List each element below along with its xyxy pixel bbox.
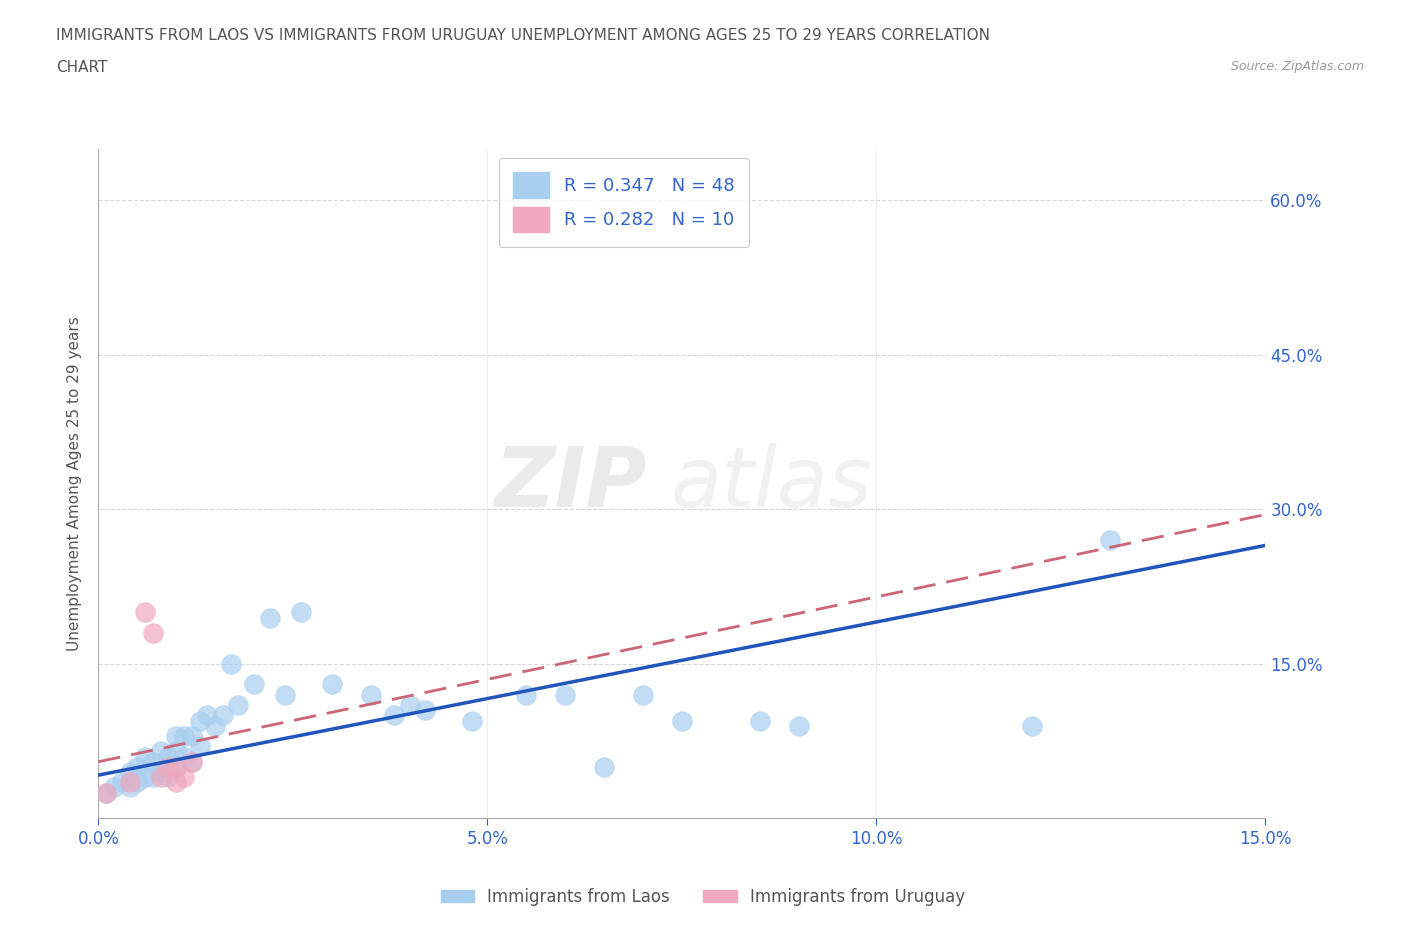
Point bbox=[748, 713, 770, 728]
Text: ZIP: ZIP bbox=[495, 443, 647, 525]
Point bbox=[180, 754, 202, 769]
Text: IMMIGRANTS FROM LAOS VS IMMIGRANTS FROM URUGUAY UNEMPLOYMENT AMONG AGES 25 TO 29: IMMIGRANTS FROM LAOS VS IMMIGRANTS FROM … bbox=[56, 28, 990, 43]
Point bbox=[1021, 718, 1043, 733]
Point bbox=[127, 775, 149, 790]
Text: atlas: atlas bbox=[671, 443, 872, 525]
Text: Source: ZipAtlas.com: Source: ZipAtlas.com bbox=[1230, 60, 1364, 73]
Point bbox=[165, 760, 187, 775]
Point bbox=[157, 770, 180, 785]
Point bbox=[382, 708, 405, 723]
Point bbox=[142, 770, 165, 785]
Point bbox=[134, 604, 156, 619]
Point bbox=[188, 738, 211, 753]
Point bbox=[195, 708, 218, 723]
Point bbox=[787, 718, 810, 733]
Legend: Immigrants from Laos, Immigrants from Uruguay: Immigrants from Laos, Immigrants from Ur… bbox=[434, 881, 972, 912]
Point bbox=[111, 775, 134, 790]
Point bbox=[149, 744, 172, 759]
Point bbox=[149, 770, 172, 785]
Point bbox=[118, 775, 141, 790]
Text: CHART: CHART bbox=[56, 60, 108, 75]
Point bbox=[118, 780, 141, 795]
Point bbox=[165, 744, 187, 759]
Point bbox=[1098, 533, 1121, 548]
Point bbox=[321, 677, 343, 692]
Point bbox=[204, 718, 226, 733]
Point bbox=[259, 610, 281, 625]
Point bbox=[157, 760, 180, 775]
Point bbox=[96, 785, 118, 800]
Point bbox=[173, 770, 195, 785]
Point bbox=[142, 626, 165, 641]
Point bbox=[103, 780, 125, 795]
Point bbox=[360, 687, 382, 702]
Point bbox=[212, 708, 235, 723]
Point bbox=[515, 687, 537, 702]
Point bbox=[142, 754, 165, 769]
Point bbox=[180, 754, 202, 769]
Point bbox=[165, 728, 187, 743]
Point bbox=[149, 764, 172, 779]
Point bbox=[631, 687, 654, 702]
Point bbox=[243, 677, 266, 692]
Point bbox=[413, 703, 436, 718]
Point bbox=[165, 775, 187, 790]
Point bbox=[671, 713, 693, 728]
Point bbox=[173, 750, 195, 764]
Point bbox=[274, 687, 297, 702]
Point bbox=[188, 713, 211, 728]
Legend: R = 0.347   N = 48, R = 0.282   N = 10: R = 0.347 N = 48, R = 0.282 N = 10 bbox=[499, 158, 748, 246]
Point bbox=[173, 728, 195, 743]
Point bbox=[554, 687, 576, 702]
Y-axis label: Unemployment Among Ages 25 to 29 years: Unemployment Among Ages 25 to 29 years bbox=[67, 316, 83, 651]
Point bbox=[219, 657, 242, 671]
Point bbox=[593, 760, 616, 775]
Point bbox=[290, 604, 312, 619]
Point bbox=[134, 770, 156, 785]
Point bbox=[180, 728, 202, 743]
Point bbox=[165, 760, 187, 775]
Point bbox=[228, 698, 250, 712]
Point bbox=[157, 750, 180, 764]
Point bbox=[118, 764, 141, 779]
Point bbox=[96, 785, 118, 800]
Point bbox=[461, 713, 484, 728]
Point bbox=[398, 698, 420, 712]
Point bbox=[134, 750, 156, 764]
Point bbox=[127, 760, 149, 775]
